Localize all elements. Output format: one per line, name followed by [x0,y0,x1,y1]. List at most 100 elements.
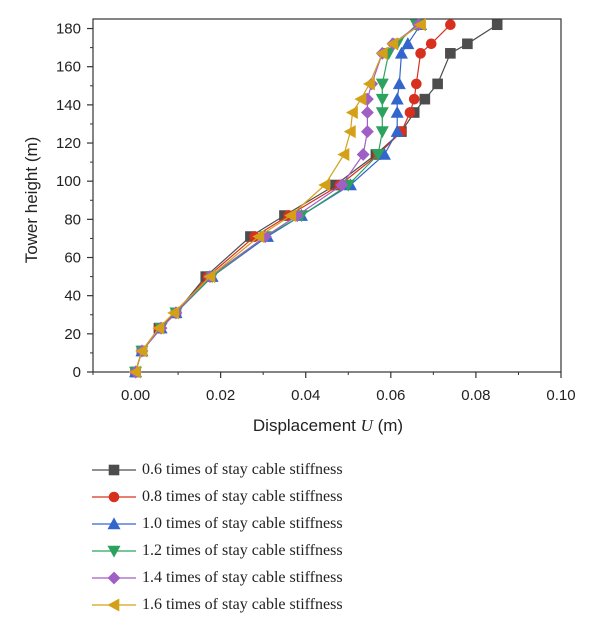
legend-marker [108,464,120,475]
data-point [343,125,356,139]
plot-area-frame [92,18,562,373]
x-tick-label: 0.10 [546,387,575,404]
data-point [152,321,165,335]
x-tick-label: 0.08 [461,387,490,404]
legend-item: 1.4 times of stay cable stiffness [92,564,343,591]
data-point [390,124,404,137]
series-line [134,24,422,373]
chart-plot: 0.00 0.02 0.04 0.06 0.08 0.10 0 20 40 60 80 100 120 1… [22,18,576,435]
legend-swatch [92,545,136,558]
data-point [408,93,420,105]
legend-label: 1.2 times of stay cable stiffness [142,541,343,559]
data-point [392,77,406,90]
legend-item: 0.6 times of stay cable stiffness [92,456,343,483]
legend-swatch [92,516,136,529]
legend-label: 1.0 times of stay cable stiffness [142,514,343,532]
series-2 [129,18,428,378]
data-point [335,178,349,192]
data-point [375,126,389,139]
series-line [134,24,419,373]
legend-item: 1.2 times of stay cable stiffness [92,537,343,564]
data-point [284,209,297,223]
series-1 [130,19,456,378]
series-3 [129,19,423,379]
data-point [203,270,216,284]
legend-item: 1.6 times of stay cable stiffness [92,591,343,618]
x-tick-label: 0.00 [121,387,150,404]
data-point [404,107,416,118]
y-tick-label: 60 [64,250,81,267]
data-point [491,19,503,31]
legend-label: 0.6 times of stay cable stiffness [142,460,343,478]
data-point [360,125,374,139]
legend-item: 1.0 times of stay cable stiffness [92,510,343,537]
x-axis-title: Displacement U (m) [253,416,403,435]
data-point [375,93,389,106]
legend-swatch [92,491,136,502]
y-tick-label: 160 [56,59,81,76]
legend-swatch [92,464,136,475]
y-tick-label: 140 [56,97,81,114]
legend-swatch [92,571,136,584]
series-4 [129,18,425,379]
legend-label: 0.8 times of stay cable stiffness [142,487,343,505]
data-point [445,19,456,31]
series-layer [128,18,503,379]
data-point [362,77,375,91]
legend-label: 1.4 times of stay cable stiffness [142,568,343,586]
data-point [425,38,437,50]
x-tick-label: 0.06 [376,387,405,404]
series-line [134,24,421,373]
y-tick-label: 0 [73,364,81,381]
data-point [345,105,358,120]
legend-swatch [92,597,136,612]
data-point [413,18,426,32]
data-point [354,92,367,106]
y-axis-title: Tower height (m) [22,137,41,264]
data-point [371,149,385,162]
data-point [135,344,148,358]
data-point [375,78,389,91]
x-axis-title-variable: U [361,416,375,435]
y-tick-label: 120 [56,135,81,152]
data-point [375,46,388,60]
legend-item: 0.8 times of stay cable stiffness [92,483,343,510]
x-axis-title-unit: (m) [373,416,403,435]
data-point [318,178,331,192]
y-tick-label: 100 [56,173,81,190]
data-point [167,306,180,320]
legend-marker [108,491,120,502]
data-point [375,107,389,120]
data-point [432,78,443,90]
data-point [401,37,415,50]
axes-frame [92,18,562,373]
data-point [390,105,404,118]
legend-label: 1.6 times of stay cable stiffness [142,595,343,613]
data-point [445,48,456,59]
data-point [411,78,422,90]
data-point [356,148,370,161]
x-tick-label: 0.02 [206,387,235,404]
data-point [252,230,265,244]
data-point [415,48,426,59]
data-point [390,92,404,105]
legend: 0.6 times of stay cable stiffness 0.8 tim… [92,456,343,618]
data-point [337,147,350,161]
x-axis-title-prefix: Displacement [253,416,361,435]
data-point [360,106,374,119]
legend-marker [107,545,121,558]
series-5 [128,18,426,379]
y-tick-label: 20 [64,326,81,343]
data-point [128,365,141,379]
y-tick-label: 180 [56,21,81,38]
axis-ticks: 0.00 0.02 0.04 0.06 0.08 0.10 0 20 40 60 80 100 120 1… [56,21,576,404]
legend-marker [107,571,121,584]
legend-marker [107,597,120,612]
data-point [419,93,431,105]
data-point [386,37,399,51]
data-point [394,46,408,59]
y-tick-label: 80 [64,211,81,228]
series-line [134,24,451,373]
x-tick-label: 0.04 [291,387,320,404]
y-tick-label: 40 [64,288,81,305]
